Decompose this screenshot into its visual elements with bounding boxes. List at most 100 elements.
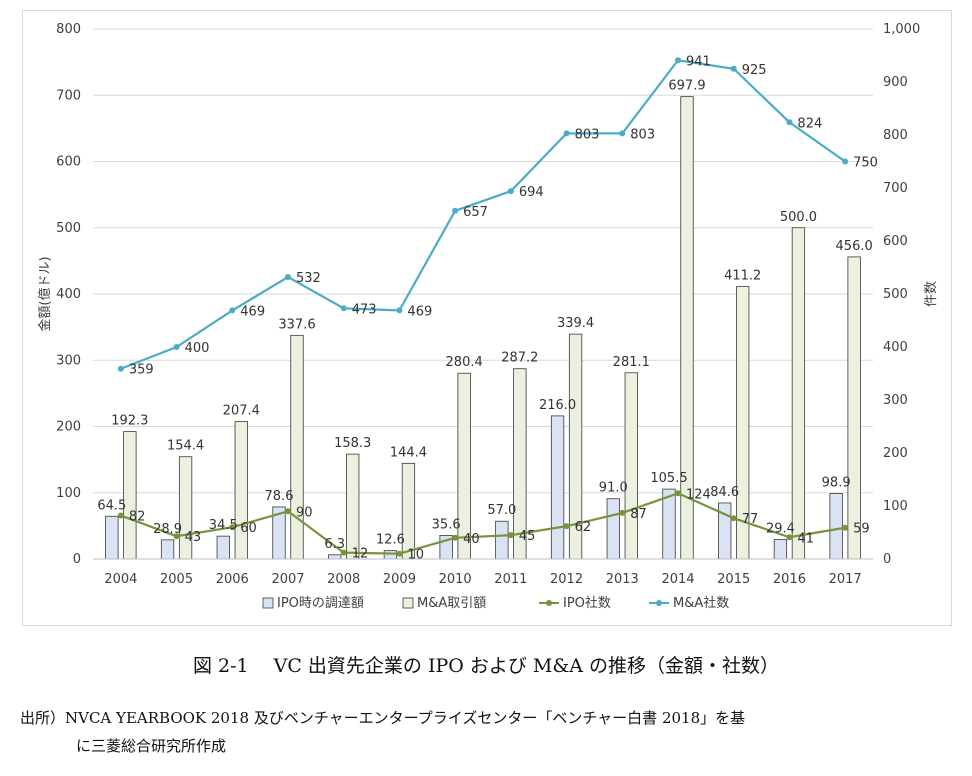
- line-data-label: 803: [575, 127, 600, 142]
- bar: [234, 421, 248, 560]
- line-data-label: 12: [352, 547, 369, 562]
- y2-tick-label: 1,000: [883, 22, 920, 37]
- bar-data-label: 57.0: [487, 503, 516, 518]
- bar: [606, 498, 620, 560]
- line-data-label: 60: [240, 521, 257, 536]
- bar: [662, 488, 676, 560]
- bar: [346, 453, 360, 560]
- legend-item: M&A社数: [649, 595, 729, 611]
- y-tick-label: 500: [56, 221, 81, 236]
- y-axis-title: 金額(億ドル): [37, 256, 53, 331]
- line-point: [117, 512, 124, 519]
- bar-data-label: 78.6: [265, 489, 294, 504]
- line-point: [730, 515, 737, 522]
- legend-label: M&A社数: [673, 595, 729, 611]
- series-lines: [117, 57, 849, 557]
- line-data-label: 469: [240, 304, 265, 319]
- x-tick-label: 2014: [661, 572, 694, 587]
- bar: [216, 535, 230, 560]
- line-point: [619, 509, 626, 516]
- line-point: [229, 524, 236, 531]
- bar-data-label: 216.0: [539, 398, 576, 413]
- line-point: [285, 274, 291, 281]
- x-tick-label: 2009: [383, 572, 416, 587]
- bar-data-label: 154.4: [167, 439, 204, 454]
- bar-data-label: 29.4: [766, 522, 795, 537]
- line-point: [507, 532, 514, 539]
- line-point: [173, 344, 180, 350]
- bar-data-label: 456.0: [836, 239, 873, 254]
- gridlines: [93, 28, 873, 560]
- legend-label: M&A取引額: [417, 596, 486, 611]
- source-line-2: に三菱総合研究所作成: [76, 737, 227, 755]
- bar-data-label: 12.6: [376, 533, 405, 548]
- line-data-label: 45: [519, 529, 536, 544]
- line-point: [786, 534, 793, 541]
- bar-data-label: 337.6: [278, 317, 315, 332]
- x-tick-label: 2017: [829, 572, 862, 587]
- bar-data-label: 91.0: [599, 481, 628, 496]
- bar: [495, 520, 509, 560]
- bar-data-label: 339.4: [557, 316, 594, 331]
- y2-tick-label: 600: [883, 234, 908, 249]
- line-data-label: 124: [686, 487, 711, 502]
- line-point: [619, 130, 626, 137]
- bar-data-label: 6.3: [324, 537, 345, 552]
- line-point: [396, 550, 403, 557]
- data-labels: 64.5 28.9 34.5 78.6 6.3 12.6 35.6 57.0 216.0 91.0…: [97, 54, 878, 562]
- line-data-label: 82: [129, 510, 146, 525]
- bar-data-label: 34.5: [209, 518, 238, 533]
- line-data-label: 87: [630, 507, 647, 522]
- line-point: [842, 158, 849, 165]
- bar-data-label: 697.9: [668, 79, 705, 94]
- x-tick-label: 2012: [550, 572, 583, 587]
- bar: [328, 554, 342, 560]
- bar: [829, 493, 843, 560]
- line-point: [842, 524, 849, 531]
- line-data-label: 941: [686, 54, 711, 69]
- legend-label: IPO時の調達額: [277, 596, 364, 611]
- y2-tick-label: 300: [883, 393, 908, 408]
- y2-tick-label: 0: [883, 552, 891, 567]
- x-tick-label: 2015: [717, 572, 750, 587]
- x-tick-label: 2007: [271, 572, 304, 587]
- y2-tick-label: 800: [883, 128, 908, 143]
- y2-tick-label: 200: [883, 446, 908, 461]
- line-point: [229, 307, 236, 314]
- y2-tick-label: 900: [883, 75, 908, 90]
- x-tick-label: 2008: [327, 572, 360, 587]
- line-data-label: 469: [407, 304, 432, 319]
- legend-item: M&A取引額: [402, 596, 486, 611]
- line-data-label: 43: [185, 530, 202, 545]
- line-point: [117, 365, 124, 372]
- bar-data-label: 411.2: [724, 269, 761, 284]
- y2-tick-label: 700: [883, 181, 908, 196]
- line-point: [452, 207, 459, 214]
- y-tick-label: 300: [56, 353, 81, 368]
- bar-data-label: 500.0: [780, 210, 817, 225]
- line-point: [396, 307, 403, 314]
- bar-data-label: 281.1: [613, 355, 650, 370]
- bar-data-label: 287.2: [501, 351, 538, 366]
- bar: [791, 227, 806, 560]
- legend-item: IPO時の調達額: [262, 596, 364, 611]
- bar-data-label: 28.9: [153, 522, 182, 537]
- y-tick-label: 400: [56, 287, 81, 302]
- chart-frame: 64.5 28.9 34.5 78.6 6.3 12.6 35.6 57.0 216.0 91.0…: [22, 10, 952, 626]
- bar: [105, 515, 119, 560]
- line-data-label: 532: [296, 271, 321, 286]
- bar: [160, 539, 175, 560]
- line-point: [340, 549, 347, 556]
- source-line-1: 出所）NVCA YEARBOOK 2018 及びベンチャーエンタープライズセンタ…: [20, 709, 746, 727]
- x-tick-label: 2010: [439, 572, 472, 587]
- bar-data-label: 98.9: [822, 475, 851, 490]
- line-data-label: 77: [742, 512, 759, 527]
- line-data-label: 400: [185, 341, 210, 356]
- line-point: [452, 534, 459, 541]
- line-point: [730, 65, 737, 72]
- legend-item: IPO社数: [539, 595, 611, 611]
- bar-data-label: 192.3: [111, 414, 148, 429]
- line-data-label: 10: [407, 548, 424, 563]
- line-data-label: 90: [296, 505, 313, 520]
- line-point: [675, 490, 681, 497]
